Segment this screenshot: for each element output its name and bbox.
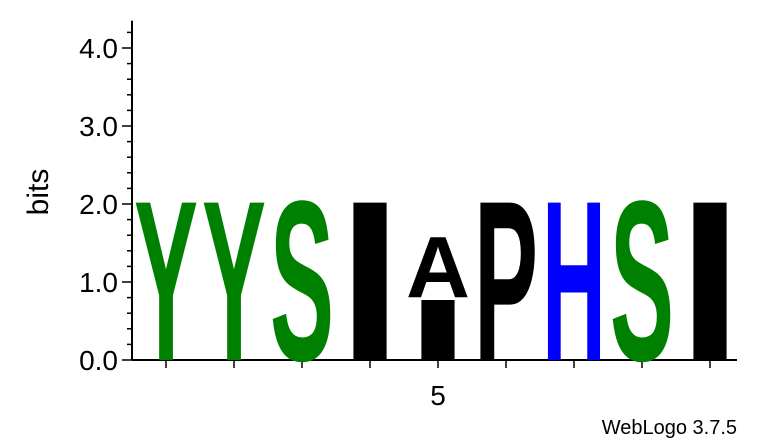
- y-tick-label: 0.0: [79, 345, 118, 376]
- logo-letter-I: I: [406, 281, 470, 379]
- y-tick-label: 2.0: [79, 189, 118, 220]
- logo-letter-H: H: [542, 153, 606, 409]
- credit-label: WebLogo 3.7.5: [602, 417, 737, 439]
- y-tick-label: 1.0: [79, 267, 118, 298]
- logo-letter-A: A: [406, 218, 470, 316]
- logo-letter-S: S: [610, 154, 674, 410]
- y-tick-label: 3.0: [79, 111, 118, 142]
- logo-letters: Y Y S I IA P H S I: [134, 153, 742, 410]
- logo-letter-I: I: [338, 153, 402, 409]
- x-tick-label: 5: [430, 380, 446, 411]
- x-axis: 5: [132, 359, 737, 411]
- logo-letter-I: I: [678, 153, 742, 409]
- logo-letter-P: P: [474, 154, 538, 410]
- y-axis: 0.0 1.0 2.0 3.0 4.0: [79, 20, 133, 376]
- logo-letter-S: S: [270, 154, 334, 410]
- logo-letter-Y: Y: [202, 154, 266, 410]
- y-axis-label: bits: [22, 169, 55, 216]
- logo-letter-Y: Y: [134, 154, 198, 410]
- y-tick-label: 4.0: [79, 33, 118, 64]
